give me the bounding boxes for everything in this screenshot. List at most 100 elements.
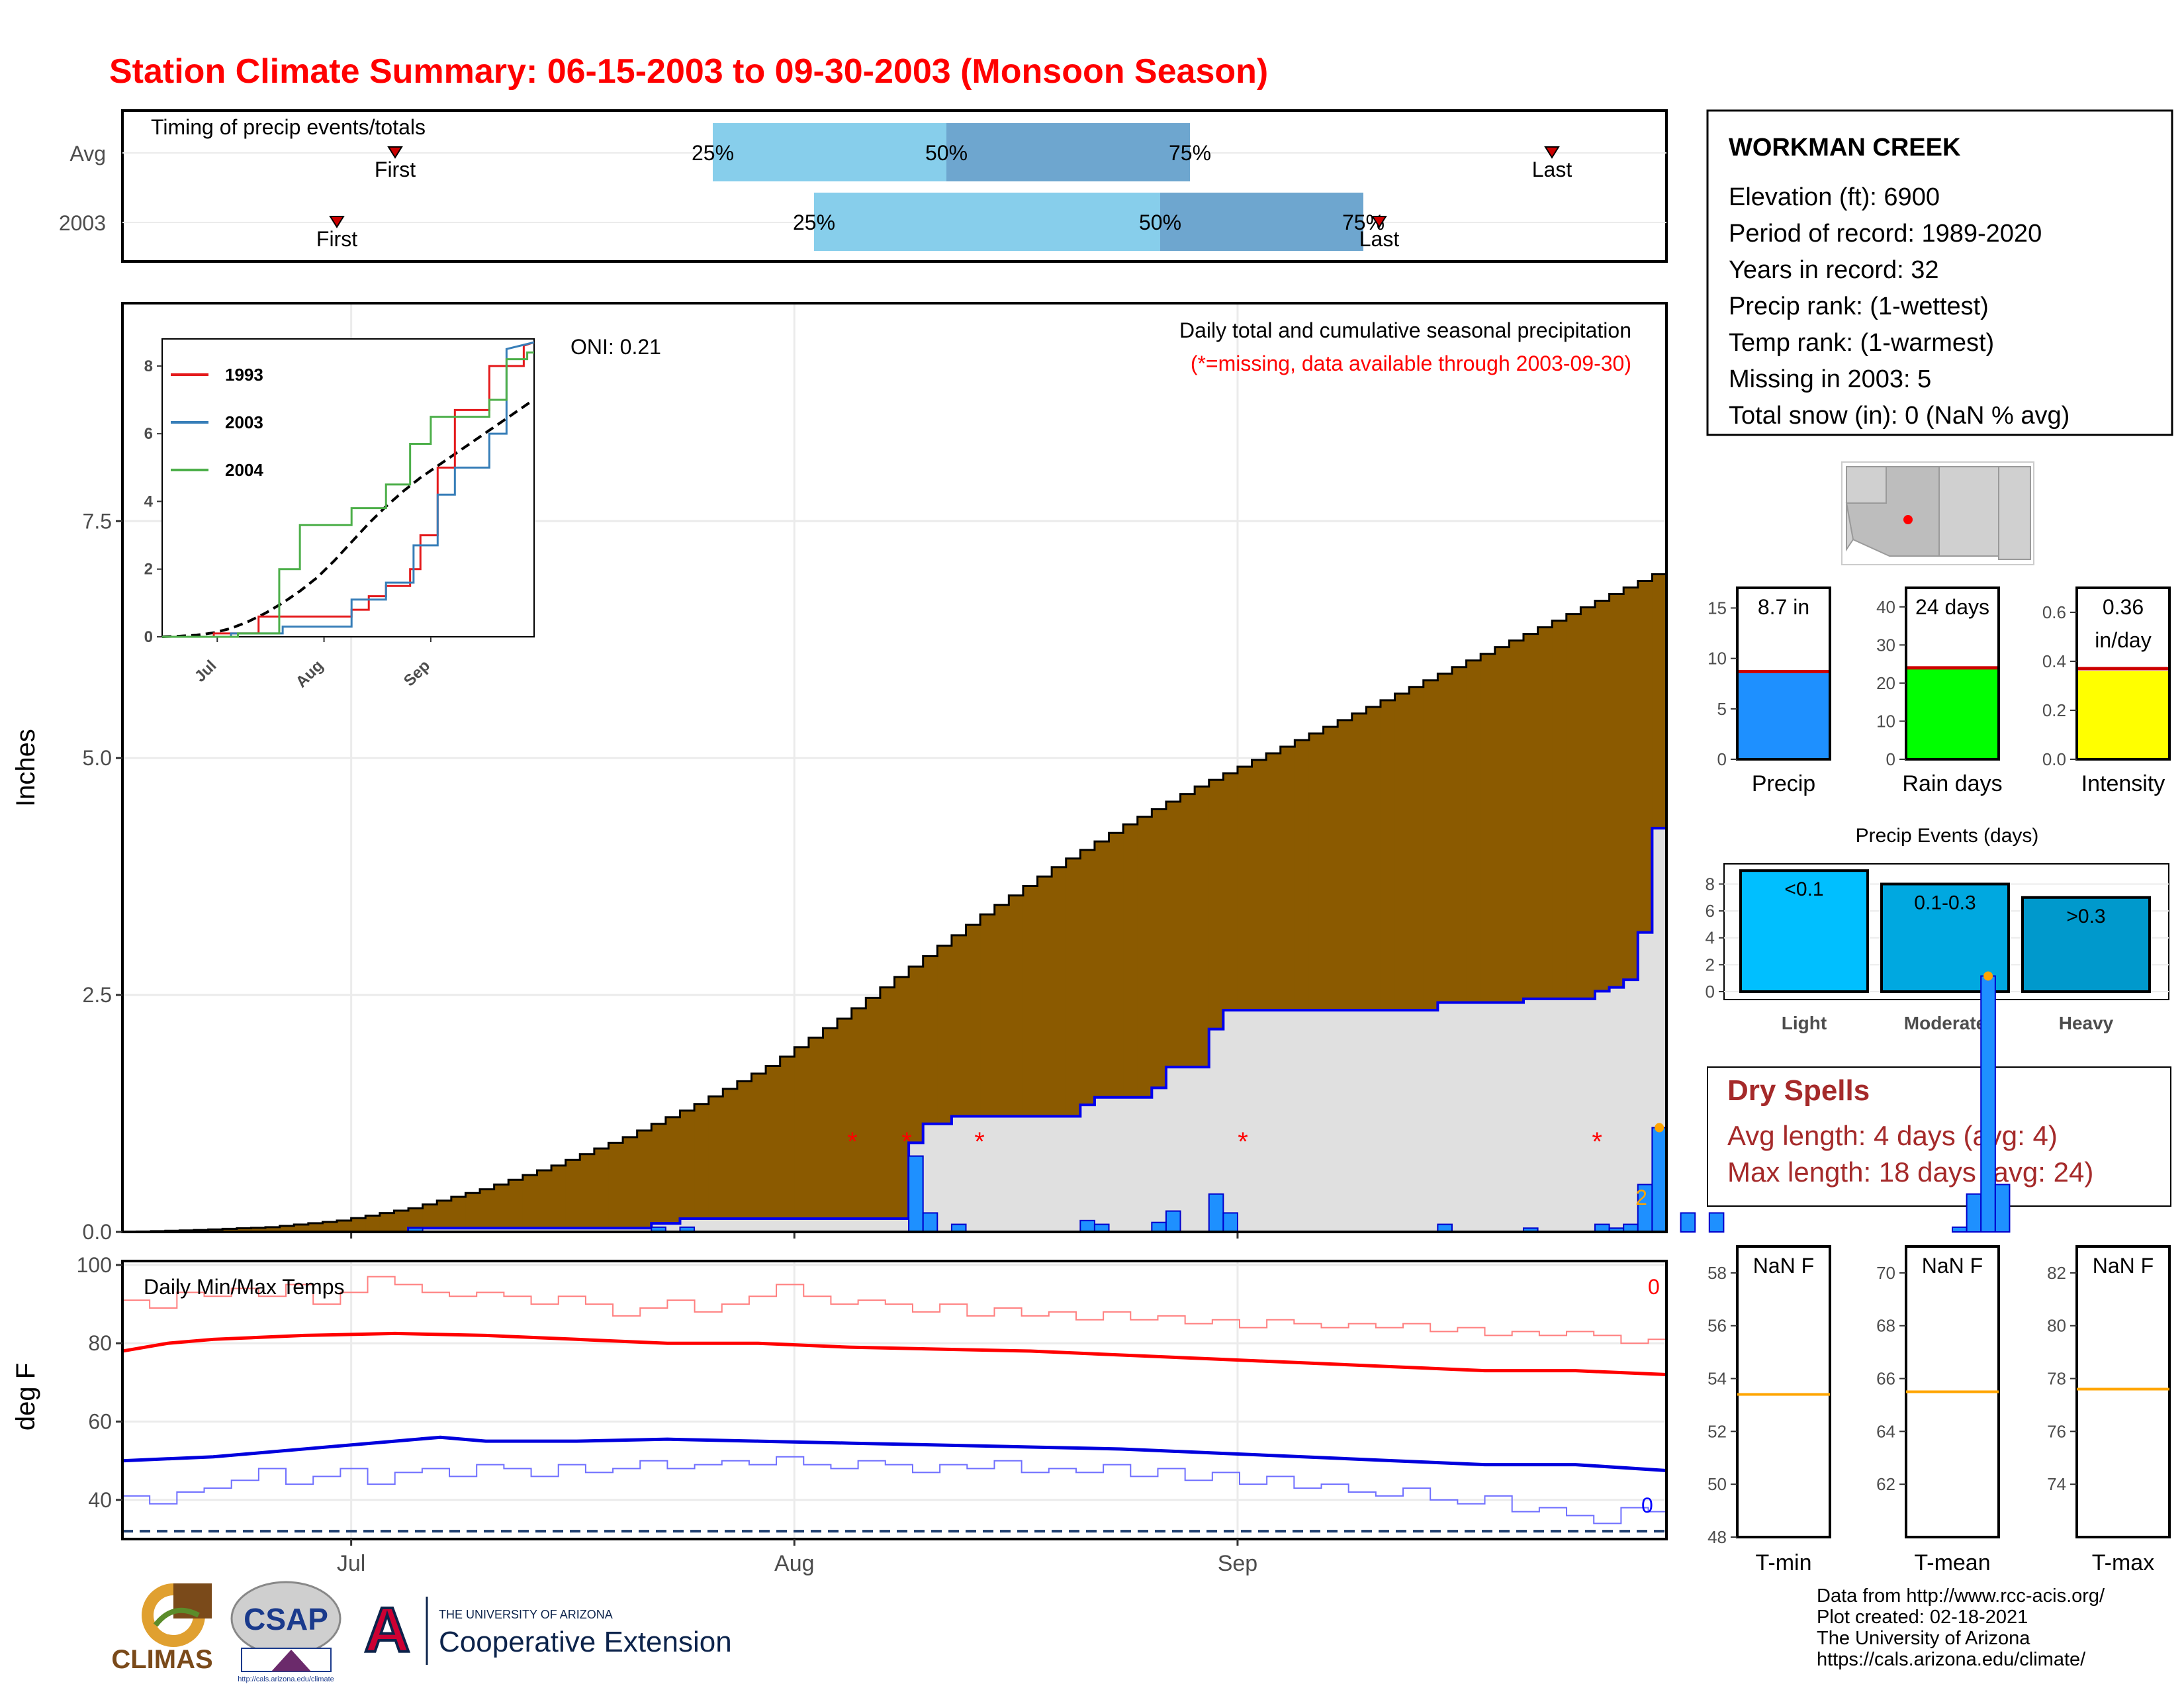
first-marker-2003 — [329, 216, 345, 228]
station-line-precip-rank: Precip rank: (1-wettest) — [1729, 293, 1989, 320]
deficit-area — [909, 966, 924, 1143]
deficit-area — [408, 1208, 424, 1229]
deficit-area — [1223, 773, 1238, 1010]
inset-legend-label: 2004 — [225, 460, 263, 480]
daily-precip-bar — [922, 1212, 938, 1233]
deficit-area — [1423, 680, 1438, 1010]
deficit-area — [937, 945, 952, 1124]
temp-box-value: NaN F — [1753, 1254, 1814, 1278]
ua-block-a: A — [364, 1595, 410, 1665]
deficit-area — [966, 925, 981, 1117]
daily-precip-bar — [1966, 1193, 1982, 1233]
event-bar-range: >0.3 — [2066, 906, 2105, 927]
deficit-area — [1295, 739, 1310, 1010]
summary-bar-precip — [1739, 671, 1829, 759]
precip-ylabel: Inches — [11, 729, 40, 807]
precip-ytick-label: 0.0 — [83, 1220, 112, 1244]
station-line-missing: Missing in 2003: 5 — [1729, 365, 1931, 393]
deficit-area — [894, 976, 909, 1219]
locator-map — [1841, 461, 2034, 565]
deficit-area — [1208, 780, 1224, 1029]
timing-row-label-2003: 2003 — [59, 211, 106, 235]
first-marker-avg — [387, 146, 403, 159]
deficit-area — [608, 1143, 623, 1229]
summary-bar-unit: in/day — [2095, 628, 2151, 652]
summary-bar-border — [1736, 586, 1831, 761]
deficit-area — [1466, 660, 1481, 1003]
first-label-2003: First — [316, 227, 357, 251]
missing-data-marker: * — [901, 1127, 912, 1156]
deficit-area — [480, 1189, 495, 1229]
ua-top-line: THE UNIVERSITY OF ARIZONA — [439, 1608, 613, 1621]
avg-max-temp-line — [122, 1331, 1667, 1377]
logos: CLIMAS CSAP http://cals.arizona.edu/clim… — [111, 1581, 732, 1683]
deficit-area — [951, 935, 967, 1117]
precip-ytick-label: 2.5 — [83, 983, 112, 1007]
temp-ytick-label: 80 — [88, 1331, 112, 1355]
climas-logo: CLIMAS — [111, 1583, 213, 1674]
footer-line-data: Data from http://www.rcc-acis.org/ — [1817, 1585, 2105, 1607]
summary-ytick-label: 30 — [1876, 635, 1895, 655]
temp-box-ytick-label: 74 — [2047, 1474, 2066, 1494]
temp-ytick-label: 100 — [77, 1253, 112, 1277]
deficit-area — [294, 1224, 309, 1232]
temp-xtick-label: Sep — [1218, 1551, 1258, 1576]
daily-precip-bar — [1151, 1221, 1167, 1233]
deficit-area — [1195, 786, 1210, 1067]
temp-xtick-label: Jul — [337, 1551, 365, 1576]
deficit-area — [794, 1047, 809, 1219]
event-bar-label: Light — [1782, 1013, 1827, 1033]
deficit-area — [923, 956, 938, 1124]
deficit-area — [1137, 816, 1152, 1098]
deficit-area — [780, 1056, 795, 1219]
deficit-area — [422, 1204, 437, 1229]
deficit-area — [665, 1117, 680, 1224]
deficit-area — [1380, 700, 1396, 1010]
timing-panel: Timing of precip events/totals Avg 2003 … — [59, 109, 1668, 263]
daily-precip-bar — [908, 1155, 924, 1233]
temp-box-ytick-label: 58 — [1707, 1263, 1727, 1283]
temp-box-ytick-label: 48 — [1707, 1527, 1727, 1547]
temp-box-ytick-label: 80 — [2047, 1316, 2066, 1336]
summary-bar-charts: 8.7 in 0 5 10 15 Precip 24 days 0 10 20 30 40 Rain d… — [1707, 586, 2171, 796]
oni-label: ONI: 0.21 — [570, 335, 661, 359]
deficit-area — [623, 1137, 638, 1229]
climas-wordmark: CLIMAS — [111, 1645, 212, 1674]
deficit-area — [1409, 686, 1424, 1010]
precip-ytick-label: 5.0 — [83, 746, 112, 770]
timing-avg-q25: 25% — [692, 141, 734, 165]
missing-data-marker: * — [1592, 1127, 1602, 1156]
temp-box-value: NaN F — [1922, 1254, 1983, 1278]
temp-box-ytick-label: 76 — [2047, 1421, 2066, 1441]
inset-ytick-label: 4 — [144, 492, 154, 510]
timing-row-label-avg: Avg — [69, 142, 106, 165]
event-bar-light — [1739, 869, 1869, 993]
dry-spells-avg: Avg length: 4 days (avg: 4) — [1727, 1120, 2058, 1151]
deficit-area — [537, 1170, 552, 1229]
deficit-area — [322, 1221, 338, 1232]
missing-data-marker: * — [847, 1127, 858, 1156]
deficit-area — [851, 1008, 866, 1219]
station-line-elevation: Elevation (ft): 6900 — [1729, 183, 1940, 211]
daily-precip-bar — [1980, 975, 1996, 1233]
last-marker-avg — [1544, 146, 1560, 159]
station-info-box: WORKMAN CREEK Elevation (ft): 6900 Perio… — [1706, 109, 2173, 436]
events-ytick-label: 8 — [1706, 874, 1715, 894]
missing-data-marker: * — [1238, 1127, 1248, 1156]
events-ytick-label: 4 — [1706, 928, 1715, 948]
deficit-area — [808, 1037, 823, 1219]
deficit-area — [279, 1225, 295, 1232]
temp-box-ytick-label: 82 — [2047, 1263, 2066, 1283]
deficit-area — [265, 1227, 281, 1232]
temp-box-ytick-label: 66 — [1876, 1369, 1895, 1389]
daily-precip-bar — [1165, 1210, 1181, 1233]
summary-ytick-label: 20 — [1876, 673, 1895, 693]
summary-bar-value: 0.36 — [2103, 595, 2144, 619]
deficit-area — [1237, 767, 1253, 1010]
inset-ytick-label: 0 — [144, 628, 153, 646]
timing-avg-bar-25-50 — [713, 123, 946, 181]
deficit-area — [1165, 802, 1181, 1067]
deficit-area — [1080, 850, 1095, 1105]
deficit-area — [1094, 841, 1110, 1098]
